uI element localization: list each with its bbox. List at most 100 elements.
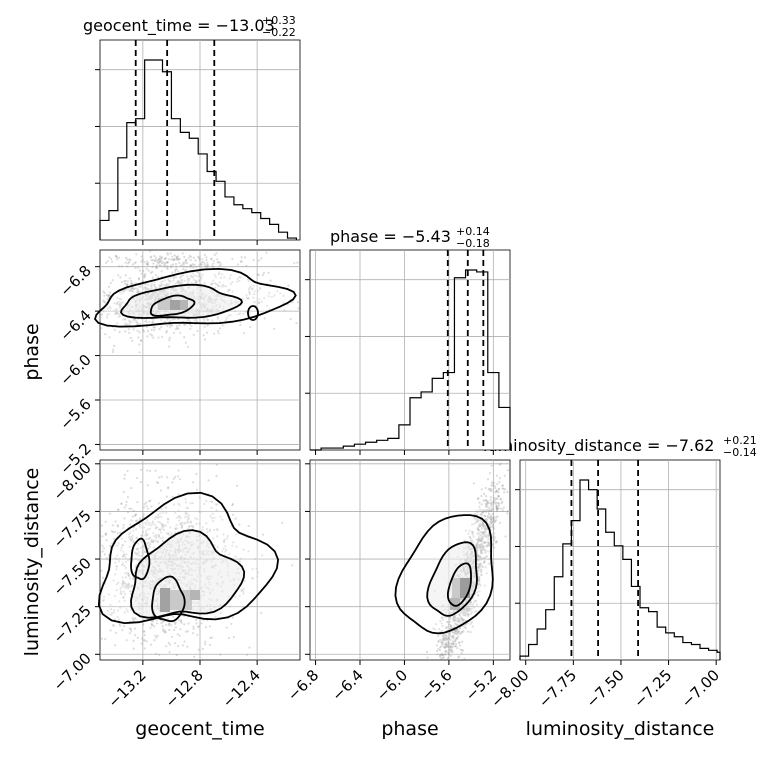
xtick-label-s21-1: −6.4 bbox=[328, 666, 366, 704]
scatter-point bbox=[177, 493, 180, 496]
scatter-point bbox=[178, 504, 181, 507]
scatter-point bbox=[188, 320, 192, 323]
scatter-point bbox=[228, 605, 231, 608]
scatter-point bbox=[482, 561, 486, 564]
scatter-point bbox=[489, 516, 492, 520]
scatter-point bbox=[158, 264, 161, 267]
scatter-point bbox=[155, 537, 158, 540]
scatter-point bbox=[115, 565, 118, 568]
scatter-point bbox=[147, 541, 150, 544]
scatter-point bbox=[155, 535, 158, 538]
scatter-point bbox=[232, 541, 235, 544]
scatter-point bbox=[503, 474, 506, 477]
scatter-point bbox=[244, 256, 247, 259]
scatter-point bbox=[473, 606, 476, 609]
scatter-point bbox=[185, 261, 189, 265]
scatter-point bbox=[495, 505, 498, 508]
scatter-point bbox=[189, 266, 192, 269]
scatter-point bbox=[155, 267, 159, 270]
scatter-point bbox=[137, 559, 140, 562]
scatter-point bbox=[165, 532, 169, 535]
scatter-point bbox=[476, 527, 479, 530]
scatter-point bbox=[153, 283, 156, 286]
scatter-point bbox=[501, 509, 504, 512]
scatter-point bbox=[245, 653, 249, 656]
scatter-point bbox=[135, 291, 138, 294]
scatter-point bbox=[201, 258, 204, 261]
scatter-point bbox=[196, 329, 199, 333]
scatter-point bbox=[135, 253, 138, 256]
scatter-point bbox=[120, 292, 123, 295]
scatter-point bbox=[452, 616, 456, 619]
scatter-point bbox=[483, 545, 486, 548]
scatter-point bbox=[184, 516, 187, 519]
scatter-point bbox=[467, 613, 470, 616]
scatter-point bbox=[491, 522, 494, 526]
scatter-point bbox=[456, 616, 459, 619]
scatter-point bbox=[497, 495, 500, 498]
scatter-point bbox=[189, 502, 192, 505]
scatter-point bbox=[157, 261, 160, 264]
scatter-point bbox=[109, 307, 112, 310]
scatter-point bbox=[476, 520, 479, 523]
scatter-point bbox=[128, 323, 131, 326]
scatter-point bbox=[122, 596, 125, 599]
histogram-luminosity_distance bbox=[519, 479, 721, 660]
scatter-point bbox=[137, 322, 140, 325]
scatter-point bbox=[253, 301, 256, 304]
scatter-point bbox=[475, 542, 478, 546]
scatter-point bbox=[425, 650, 429, 654]
scatter-point bbox=[481, 552, 484, 555]
scatter-point bbox=[477, 586, 480, 589]
scatter-point bbox=[164, 265, 167, 268]
scatter-point bbox=[139, 526, 142, 529]
scatter-point bbox=[112, 579, 115, 582]
scatter-point bbox=[148, 523, 151, 526]
scatter-point bbox=[149, 536, 152, 540]
scatter-point bbox=[461, 640, 464, 643]
scatter-point bbox=[151, 522, 154, 525]
scatter-point bbox=[179, 522, 182, 525]
scatter-point bbox=[494, 498, 497, 501]
scatter-point bbox=[123, 564, 126, 568]
scatter-point bbox=[145, 533, 148, 536]
scatter-point bbox=[123, 322, 127, 325]
scatter-point bbox=[487, 540, 490, 544]
scatter-point bbox=[143, 526, 146, 529]
scatter-point bbox=[238, 595, 241, 598]
scatter-point bbox=[170, 266, 173, 269]
scatter-point bbox=[480, 536, 483, 539]
scatter-point bbox=[445, 643, 448, 646]
scatter-point bbox=[124, 318, 127, 321]
scatter-point bbox=[101, 576, 105, 580]
scatter-point bbox=[448, 648, 451, 651]
scatter-point bbox=[123, 280, 126, 283]
scatter-point bbox=[242, 592, 245, 595]
scatter-point bbox=[220, 285, 223, 288]
scatter-point bbox=[134, 566, 137, 569]
scatter-point bbox=[187, 318, 190, 321]
scatter-point bbox=[490, 464, 493, 467]
scatter-point bbox=[155, 652, 158, 656]
scatter-point bbox=[118, 600, 121, 603]
scatter-point bbox=[466, 607, 469, 610]
scatter-point bbox=[187, 277, 190, 280]
scatter-point bbox=[111, 524, 114, 527]
scatter-point bbox=[457, 630, 460, 633]
scatter-point bbox=[146, 484, 149, 487]
scatter-point bbox=[175, 265, 178, 268]
scatter-point bbox=[493, 520, 496, 524]
scatter-point bbox=[479, 513, 482, 516]
scatter-point bbox=[174, 642, 177, 645]
scatter-point bbox=[479, 530, 482, 533]
scatter-point bbox=[109, 545, 112, 548]
scatter-point bbox=[480, 557, 483, 560]
scatter-point bbox=[475, 538, 478, 541]
scatter-point bbox=[487, 562, 490, 566]
scatter-point bbox=[129, 590, 132, 593]
scatter-point bbox=[235, 533, 238, 536]
scatter-point bbox=[227, 290, 230, 293]
scatter-point bbox=[230, 622, 233, 626]
scatter-point bbox=[481, 511, 484, 514]
scatter-point bbox=[106, 297, 109, 301]
